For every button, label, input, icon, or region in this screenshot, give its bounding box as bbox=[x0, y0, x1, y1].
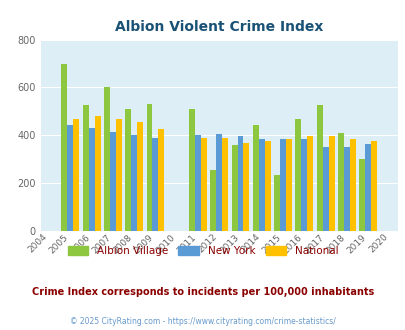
Bar bbox=[349, 139, 355, 231]
Bar bbox=[131, 135, 137, 231]
Bar bbox=[115, 118, 122, 231]
Title: Albion Violent Crime Index: Albion Violent Crime Index bbox=[115, 20, 323, 34]
Bar bbox=[343, 147, 349, 231]
Bar bbox=[104, 87, 110, 231]
Text: Crime Index corresponds to incidents per 100,000 inhabitants: Crime Index corresponds to incidents per… bbox=[32, 287, 373, 297]
Bar bbox=[125, 109, 131, 231]
Bar bbox=[158, 129, 164, 231]
Bar bbox=[231, 145, 237, 231]
Bar bbox=[200, 138, 207, 231]
Bar bbox=[222, 138, 228, 231]
Bar bbox=[61, 64, 67, 231]
Bar bbox=[307, 137, 313, 231]
Bar bbox=[152, 138, 158, 231]
Bar bbox=[295, 118, 301, 231]
Bar bbox=[264, 141, 270, 231]
Bar bbox=[137, 122, 143, 231]
Bar bbox=[110, 132, 115, 231]
Bar bbox=[83, 105, 88, 231]
Bar bbox=[322, 147, 328, 231]
Bar bbox=[189, 109, 194, 231]
Bar bbox=[273, 175, 279, 231]
Text: © 2025 CityRating.com - https://www.cityrating.com/crime-statistics/: © 2025 CityRating.com - https://www.city… bbox=[70, 317, 335, 326]
Bar bbox=[146, 104, 152, 231]
Bar bbox=[370, 141, 376, 231]
Bar bbox=[243, 143, 249, 231]
Bar bbox=[216, 134, 222, 231]
Bar bbox=[316, 105, 322, 231]
Bar bbox=[88, 128, 94, 231]
Bar bbox=[364, 144, 370, 231]
Bar bbox=[94, 116, 100, 231]
Bar bbox=[194, 135, 200, 231]
Bar bbox=[73, 118, 79, 231]
Bar bbox=[237, 136, 243, 231]
Bar bbox=[67, 125, 73, 231]
Bar bbox=[258, 139, 264, 231]
Bar bbox=[301, 139, 307, 231]
Bar bbox=[358, 159, 364, 231]
Bar bbox=[279, 139, 285, 231]
Bar bbox=[285, 139, 291, 231]
Legend: Albion Village, New York, National: Albion Village, New York, National bbox=[63, 242, 342, 260]
Bar bbox=[210, 170, 216, 231]
Bar bbox=[252, 124, 258, 231]
Bar bbox=[328, 136, 334, 231]
Bar bbox=[337, 133, 343, 231]
